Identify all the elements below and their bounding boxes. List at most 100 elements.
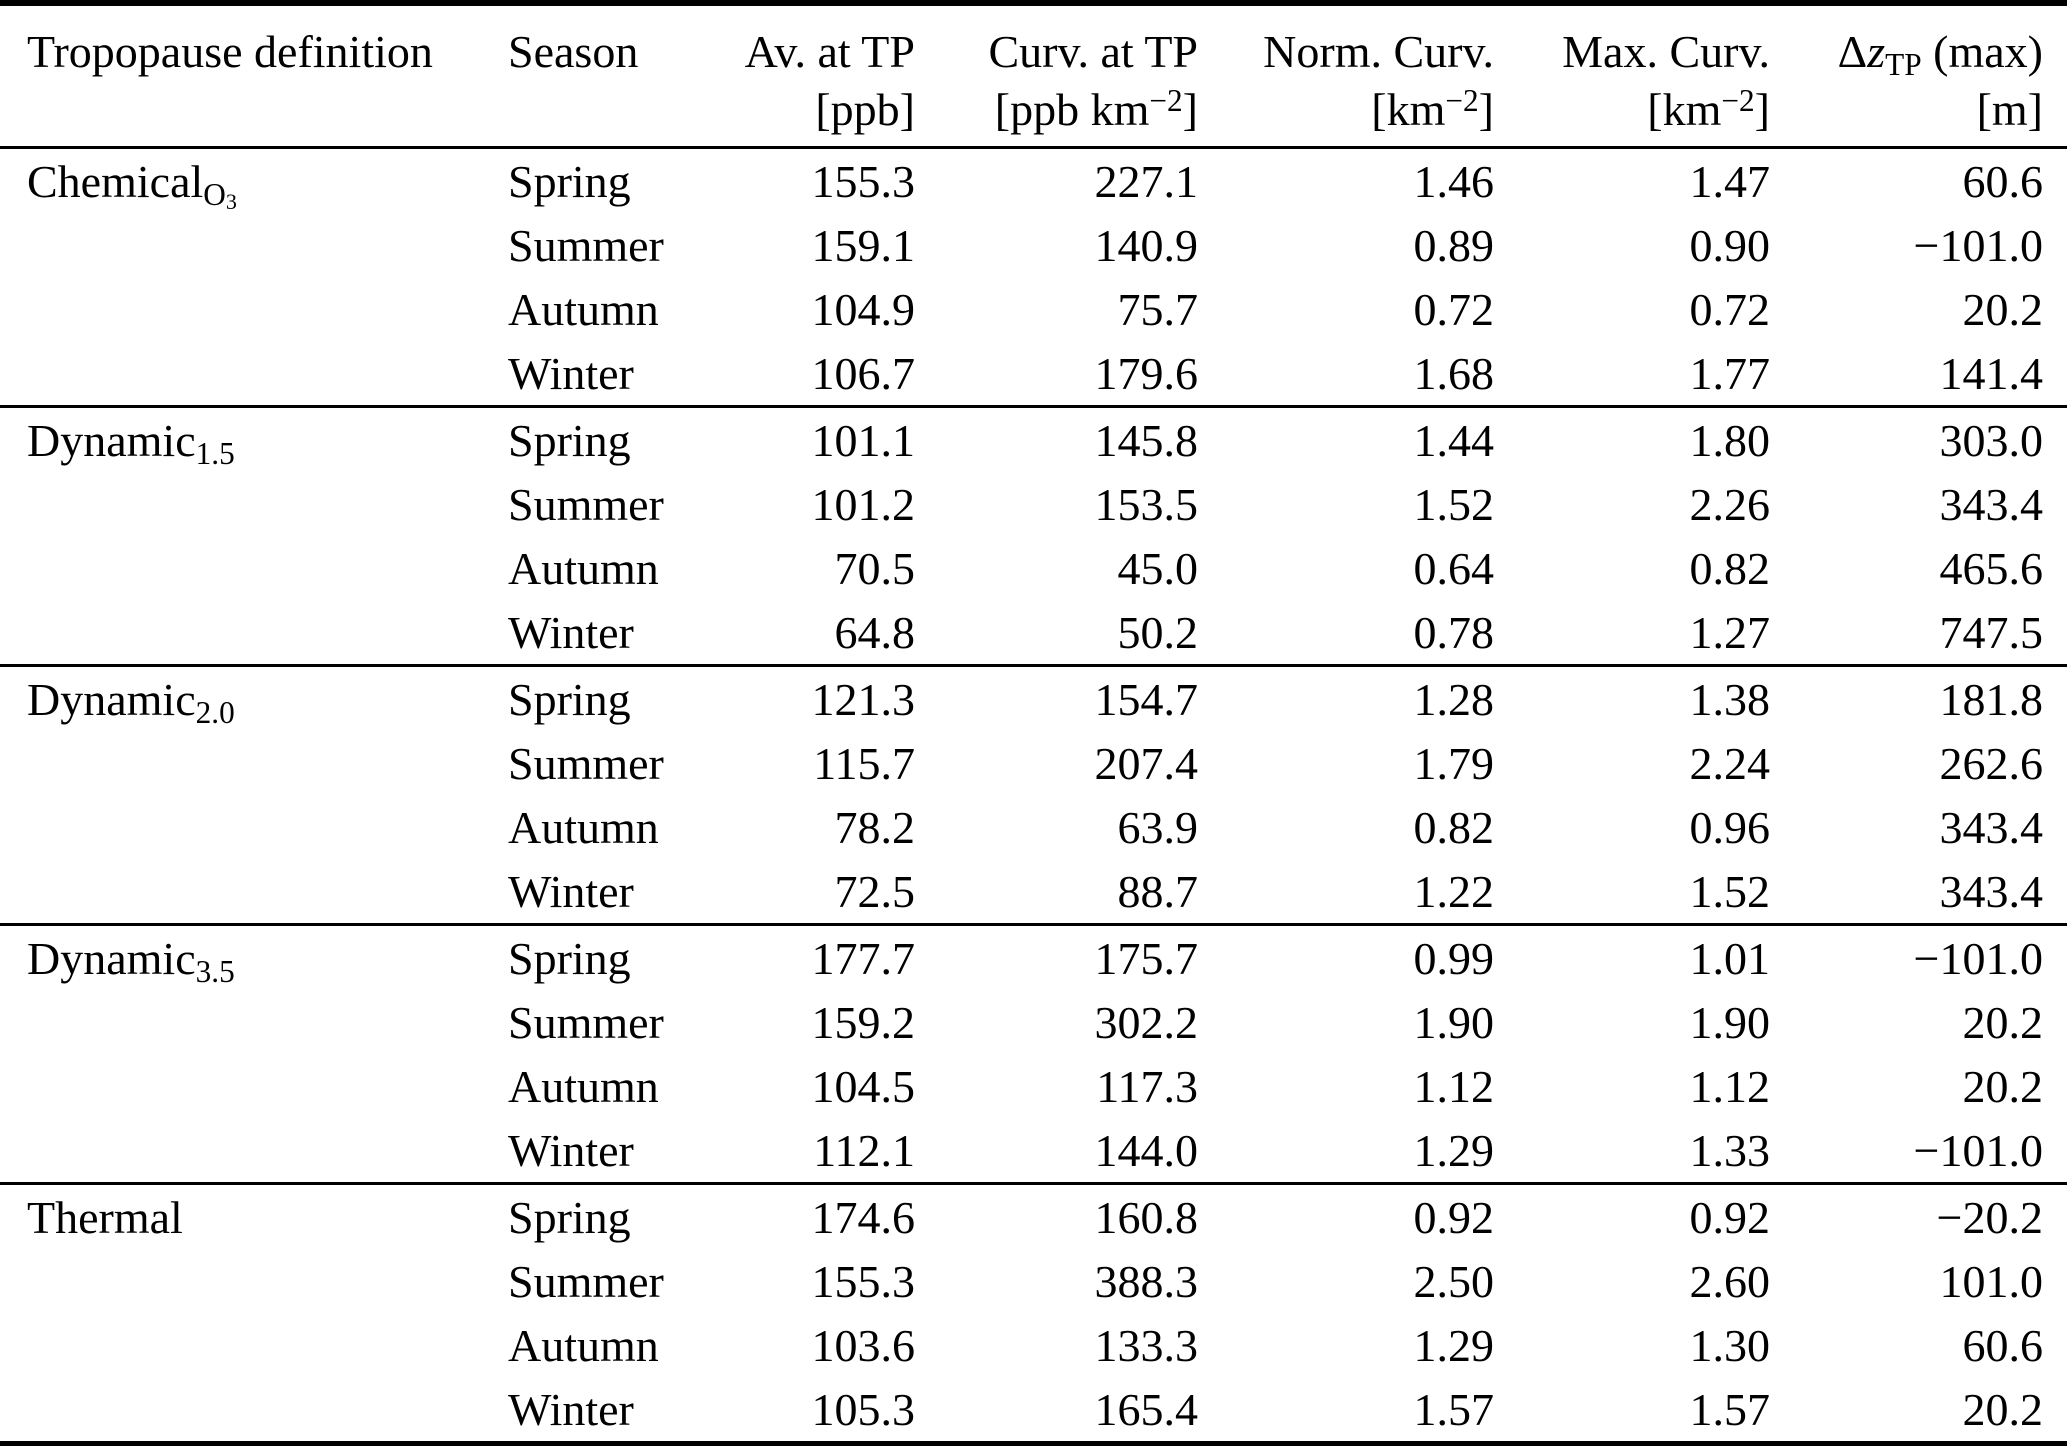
definition-cell <box>0 472 508 536</box>
curv-at-tp-cell: 145.8 <box>1094 414 1199 466</box>
definition-subscript: 2.0 <box>195 694 235 730</box>
definition-cell <box>0 731 508 795</box>
norm-curv-cell: 0.89 <box>1413 219 1495 271</box>
av-at-tp-cell: 159.2 <box>811 996 916 1048</box>
dz-tp-cell: −20.2 <box>1936 1191 2043 1243</box>
table-row: Dynamic3.5 Spring 177.7 175.7 0.99 1.01 … <box>0 925 2067 991</box>
delta-symbol: Δ <box>1837 26 1868 77</box>
definition-cell: ChemicalO3 <box>0 148 508 214</box>
norm-curv-cell: 0.99 <box>1413 932 1495 984</box>
definition-base: Dynamic <box>27 673 196 725</box>
col-header-unit: [m] <box>1976 84 2043 135</box>
dz-tp-cell: 343.4 <box>1939 478 2044 530</box>
col-header-label: Av. at TP <box>744 26 915 77</box>
max-curv-cell: 1.47 <box>1689 155 1771 207</box>
dz-tp-cell: 20.2 <box>1962 1383 2044 1435</box>
dz-tp-cell: 20.2 <box>1962 1060 2044 1112</box>
norm-curv-cell: 1.12 <box>1413 1060 1495 1112</box>
dz-tp-cell: 101.0 <box>1939 1255 2044 1307</box>
season-cell: Winter <box>508 347 634 399</box>
unit-exponent: −2 <box>1149 82 1183 118</box>
definition-base: Dynamic <box>27 932 196 984</box>
season-cell: Winter <box>508 1124 634 1176</box>
dz-tp-cell: 343.4 <box>1939 801 2044 853</box>
unit-exponent: −2 <box>1721 82 1755 118</box>
av-at-tp-cell: 72.5 <box>834 865 916 917</box>
av-at-tp-cell: 177.7 <box>811 932 916 984</box>
unit-text: ] <box>1182 84 1198 135</box>
col-header-label: Max. Curv. <box>1562 26 1770 77</box>
definition-subscript: O <box>203 176 226 212</box>
max-curv-cell: 0.72 <box>1689 283 1771 335</box>
table-row: Autumn 104.9 75.7 0.72 0.72 20.2 <box>0 277 2067 341</box>
av-at-tp-cell: 104.9 <box>811 283 916 335</box>
tp-subscript: TP <box>1885 46 1922 82</box>
table-row: Dynamic1.5 Spring 101.1 145.8 1.44 1.80 … <box>0 407 2067 473</box>
max-curv-cell: 2.60 <box>1689 1255 1771 1307</box>
norm-curv-cell: 1.57 <box>1413 1383 1495 1435</box>
definition-cell <box>0 341 508 407</box>
dz-tp-cell: 343.4 <box>1939 865 2044 917</box>
max-curv-cell: 1.30 <box>1689 1319 1771 1371</box>
col-header-label: Norm. Curv. <box>1263 26 1494 77</box>
av-at-tp-cell: 70.5 <box>834 542 916 594</box>
norm-curv-cell: 1.28 <box>1413 673 1495 725</box>
curv-at-tp-cell: 63.9 <box>1117 801 1199 853</box>
table-row: Autumn 70.5 45.0 0.64 0.82 465.6 <box>0 536 2067 600</box>
curv-at-tp-cell: 154.7 <box>1094 673 1199 725</box>
definition-cell <box>0 1118 508 1184</box>
unit-text: [km <box>1371 84 1446 135</box>
season-cell: Summer <box>508 478 664 530</box>
group-dynamic-2-0: Dynamic2.0 Spring 121.3 154.7 1.28 1.38 … <box>0 665 2067 925</box>
season-cell: Spring <box>508 932 631 984</box>
av-at-tp-cell: 159.1 <box>811 219 916 271</box>
dz-tp-cell: 60.6 <box>1962 155 2044 207</box>
definition-base: Dynamic <box>27 414 196 466</box>
season-cell: Autumn <box>508 283 659 335</box>
unit-exponent: −2 <box>1445 82 1479 118</box>
season-cell: Spring <box>508 155 631 207</box>
max-curv-cell: 1.01 <box>1689 932 1771 984</box>
curv-at-tp-cell: 175.7 <box>1094 932 1199 984</box>
unit-text: [ppb km <box>994 84 1150 135</box>
max-suffix: (max) <box>1921 26 2043 77</box>
definition-cell <box>0 600 508 666</box>
max-curv-cell: 0.96 <box>1689 801 1771 853</box>
season-cell: Summer <box>508 996 664 1048</box>
col-header-dz-tp-max: ΔzTP (max) [m] <box>1770 3 2067 148</box>
col-header-unit: [ppb] <box>815 84 915 135</box>
av-at-tp-cell: 104.5 <box>811 1060 916 1112</box>
av-at-tp-cell: 155.3 <box>811 1255 916 1307</box>
curv-at-tp-cell: 45.0 <box>1117 542 1199 594</box>
table-row: Dynamic2.0 Spring 121.3 154.7 1.28 1.38 … <box>0 666 2067 732</box>
curv-at-tp-cell: 117.3 <box>1096 1060 1198 1112</box>
col-header-unit: [km−2] <box>1198 84 1494 146</box>
max-curv-cell: 0.92 <box>1689 1191 1771 1243</box>
max-curv-cell: 1.80 <box>1689 414 1771 466</box>
max-curv-cell: 1.77 <box>1689 347 1771 399</box>
group-dynamic-3-5: Dynamic3.5 Spring 177.7 175.7 0.99 1.01 … <box>0 924 2067 1184</box>
av-at-tp-cell: 112.1 <box>813 1124 915 1176</box>
season-cell: Spring <box>508 414 631 466</box>
curv-at-tp-cell: 179.6 <box>1094 347 1199 399</box>
group-dynamic-1-5: Dynamic1.5 Spring 101.1 145.8 1.44 1.80 … <box>0 406 2067 666</box>
definition-cell: Dynamic1.5 <box>0 407 508 473</box>
dz-tp-cell: 141.4 <box>1939 347 2044 399</box>
col-header-norm-curv: Norm. Curv. [km−2] <box>1198 3 1494 148</box>
table-row: Thermal Spring 174.6 160.8 0.92 0.92 −20… <box>0 1184 2067 1250</box>
table-row: Autumn 78.2 63.9 0.82 0.96 343.4 <box>0 795 2067 859</box>
table-row: ChemicalO3 Spring 155.3 227.1 1.46 1.47 … <box>0 148 2067 214</box>
dz-tp-cell: 181.8 <box>1939 673 2044 725</box>
season-cell: Spring <box>508 673 631 725</box>
norm-curv-cell: 1.79 <box>1413 737 1495 789</box>
col-header-unit <box>508 84 708 146</box>
table-row: Summer 155.3 388.3 2.50 2.60 101.0 <box>0 1249 2067 1313</box>
curv-at-tp-cell: 50.2 <box>1117 606 1199 658</box>
col-header-label: Season <box>508 26 639 77</box>
norm-curv-cell: 1.52 <box>1413 478 1495 530</box>
col-header-tropopause-definition: Tropopause definition <box>0 3 508 148</box>
dz-tp-cell: 303.0 <box>1939 414 2044 466</box>
group-thermal: Thermal Spring 174.6 160.8 0.92 0.92 −20… <box>0 1183 2067 1444</box>
dz-tp-cell: 465.6 <box>1939 542 2044 594</box>
definition-cell <box>0 213 508 277</box>
